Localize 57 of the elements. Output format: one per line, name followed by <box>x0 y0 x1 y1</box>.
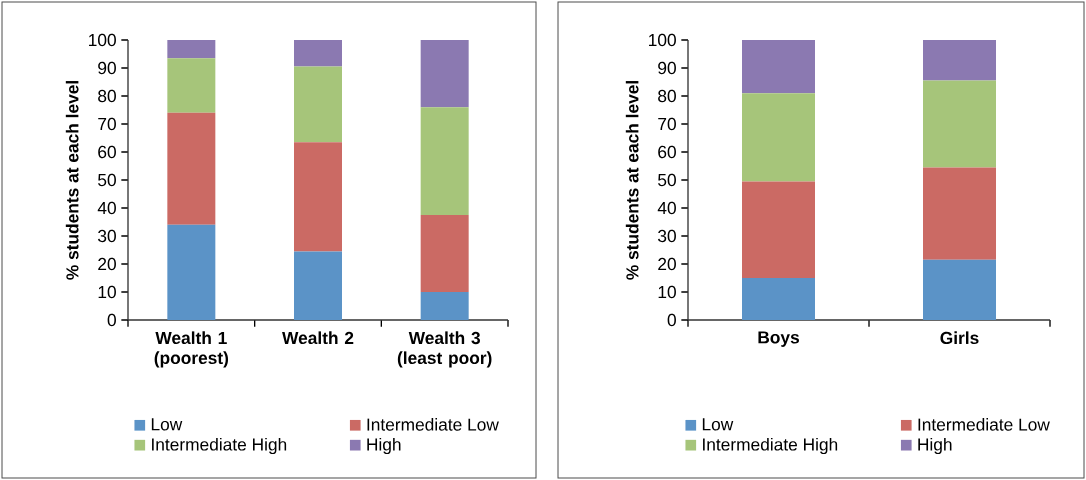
y-tick-label: 40 <box>97 201 116 215</box>
y-axis-title: % students at each level <box>65 81 79 280</box>
bar <box>294 251 342 320</box>
legend-label: Low <box>702 418 734 431</box>
y-tick-label: 100 <box>89 33 116 47</box>
bar <box>923 80 996 168</box>
legend-label: Intermediate Low <box>367 417 499 431</box>
x-tick-label: Wealth 1 (poorest) <box>154 331 229 368</box>
legend-label: High <box>918 437 952 455</box>
y-tick-label: 20 <box>658 257 676 271</box>
y-tick-label: 80 <box>658 89 676 103</box>
bar <box>923 40 996 81</box>
bar <box>294 40 342 67</box>
bar <box>167 58 216 113</box>
bar <box>167 112 216 225</box>
bar <box>742 181 815 278</box>
bar <box>420 215 469 292</box>
legend-label: Intermediate High <box>152 437 287 455</box>
x-tick-label: Girls <box>940 331 979 345</box>
bar <box>742 278 815 320</box>
bar <box>294 66 342 143</box>
bar <box>742 93 815 182</box>
y-tick-label: 10 <box>658 285 676 299</box>
y-tick-label: 0 <box>667 313 676 327</box>
y-tick-label: 10 <box>98 285 116 299</box>
y-tick-label: 50 <box>98 173 116 187</box>
y-tick-label: 80 <box>98 89 116 103</box>
bar <box>923 259 996 320</box>
bar <box>294 142 342 252</box>
bar <box>420 107 469 215</box>
legend-label: High <box>367 437 401 455</box>
y-tick-label: 90 <box>658 61 676 75</box>
y-tick-label: 90 <box>98 61 116 75</box>
y-axis-title: % students at each level <box>625 81 639 280</box>
y-tick-label: 30 <box>658 229 676 243</box>
bar <box>742 40 815 94</box>
bar <box>923 167 996 260</box>
x-tick-label: Wealth 3 (least poor) <box>397 331 492 368</box>
x-tick-label: Wealth 2 <box>282 331 354 345</box>
legend-label: Intermediate Low <box>918 417 1050 431</box>
y-tick-label: 70 <box>658 117 676 131</box>
y-tick-label: 50 <box>658 173 676 187</box>
y-tick-label: 70 <box>98 117 116 131</box>
y-tick-label: 30 <box>98 229 116 243</box>
legend-label: Low <box>151 418 183 431</box>
y-tick-label: 100 <box>649 33 676 47</box>
bar <box>420 292 469 320</box>
x-tick-label: Boys <box>758 331 799 347</box>
y-tick-label: 60 <box>98 145 116 159</box>
y-tick-label: 0 <box>107 313 116 327</box>
legend-label: Intermediate High <box>703 437 838 455</box>
bar <box>167 224 216 320</box>
bar <box>167 40 216 59</box>
y-tick-label: 40 <box>657 201 676 215</box>
y-tick-label: 20 <box>98 257 116 271</box>
bar <box>420 40 469 108</box>
y-tick-label: 60 <box>658 145 676 159</box>
